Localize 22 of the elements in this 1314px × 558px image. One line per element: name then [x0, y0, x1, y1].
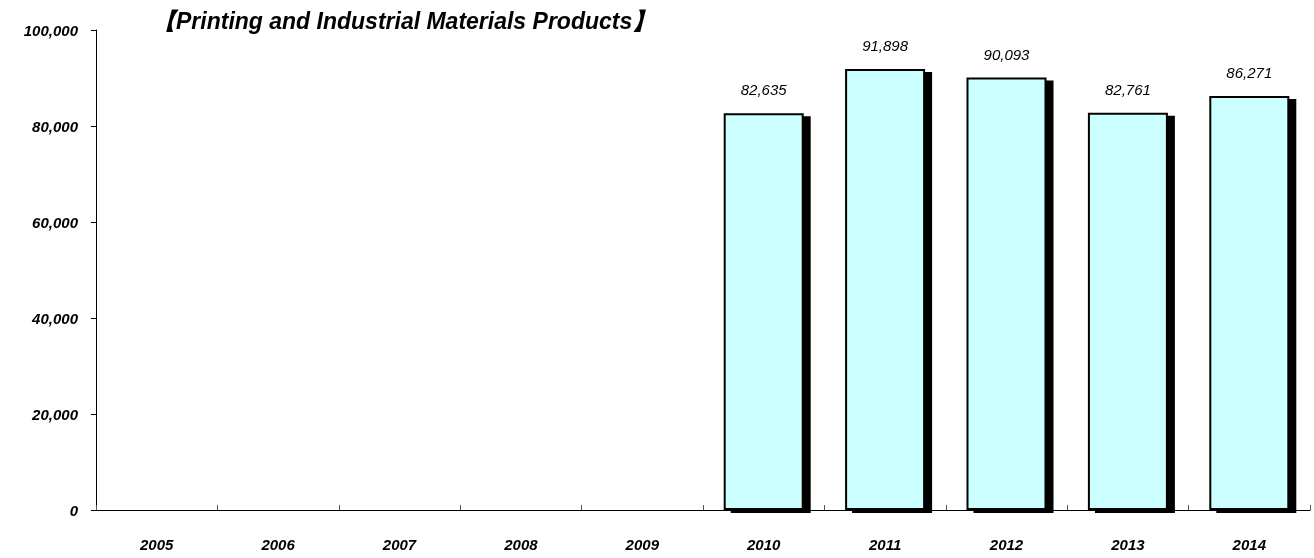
y-tick-label: 40,000 [31, 309, 79, 327]
y-tick-label: 80,000 [32, 117, 79, 135]
x-tick-label: 2014 [1231, 536, 1267, 553]
x-tick-label: 2010 [746, 536, 782, 553]
chart-title: 【Printing and Industrial Materials Products】 [153, 7, 656, 34]
y-tick-label: 0 [69, 501, 79, 519]
x-tick-label: 2013 [1110, 536, 1146, 553]
data-label: 82,761 [1104, 80, 1151, 98]
x-tick-label: 2006 [260, 536, 296, 553]
x-tick-label: 2008 [503, 536, 539, 553]
x-tick-label: 2012 [988, 536, 1024, 553]
y-tick-label: 100,000 [23, 21, 79, 39]
y-tick-label: 60,000 [32, 213, 79, 231]
x-tick-label: 2007 [381, 536, 417, 553]
x-tick-label: 2005 [139, 536, 175, 553]
y-tick-label: 20,000 [31, 405, 79, 423]
data-label: 91,898 [862, 36, 909, 54]
data-label: 82,635 [740, 81, 788, 99]
x-tick-label: 2009 [624, 536, 660, 553]
x-tick-label: 2011 [867, 536, 902, 553]
data-label: 86,271 [1226, 63, 1273, 81]
data-label: 90,093 [983, 45, 1031, 63]
